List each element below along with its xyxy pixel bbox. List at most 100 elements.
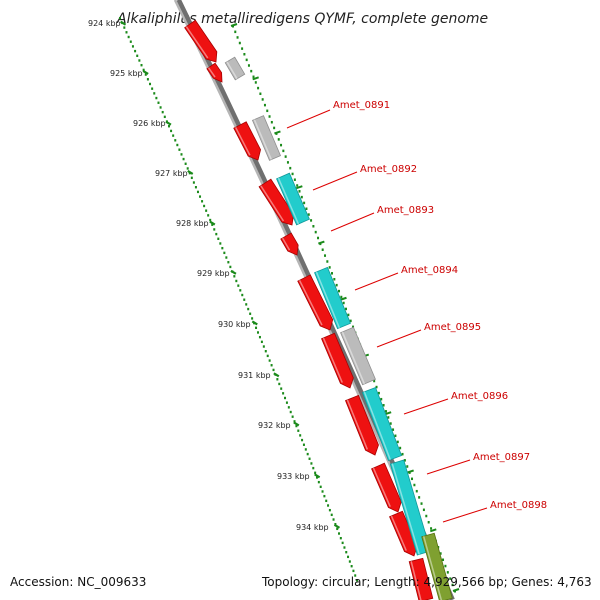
outer-tick-dot bbox=[261, 98, 264, 101]
gene-label: Amet_0891 bbox=[333, 100, 390, 111]
ruler-dot bbox=[321, 490, 324, 493]
unknown-feature-shine bbox=[341, 331, 366, 385]
outer-tick-dot bbox=[394, 434, 397, 438]
rna-feature bbox=[421, 532, 453, 600]
ruler-dot bbox=[255, 326, 258, 329]
ruler-major-tick bbox=[187, 170, 194, 175]
outer-major-tick bbox=[384, 411, 392, 416]
outer-tick-dot bbox=[282, 149, 285, 153]
outer-tick-dot bbox=[384, 410, 387, 413]
unknown-feature bbox=[251, 115, 282, 161]
ruler-tick-label: 924 kbp bbox=[88, 19, 121, 28]
gene-feature-shine bbox=[277, 177, 300, 225]
cds-feature-shine bbox=[390, 515, 407, 551]
ruler-dot bbox=[221, 246, 224, 250]
ruler-dot bbox=[149, 82, 152, 86]
outer-tick-dot bbox=[373, 379, 376, 383]
outer-tick-dot bbox=[310, 219, 313, 222]
ruler-dot bbox=[272, 368, 275, 372]
outer-tick-dot bbox=[413, 483, 416, 487]
outer-tick-dot bbox=[439, 552, 442, 555]
ruler-dot bbox=[223, 251, 226, 255]
ruler-dot bbox=[249, 312, 252, 315]
ruler-major-tick bbox=[273, 372, 280, 378]
outer-major-tick bbox=[340, 296, 347, 301]
ruler-dot bbox=[306, 452, 309, 456]
cds-feature-shine bbox=[346, 399, 369, 450]
outer-tick-dot bbox=[277, 138, 280, 141]
outer-tick-dot bbox=[399, 446, 402, 450]
outer-tick-dot bbox=[303, 201, 306, 205]
gene-callouts: Amet_0891 Amet_0892 Amet_0893 Amet_0894 Amet… bbox=[286, 100, 547, 523]
outer-tick-dot bbox=[420, 502, 423, 505]
cds-feature-shine bbox=[410, 561, 422, 600]
unknown-feature-shine bbox=[226, 61, 238, 80]
outer-tick-dot bbox=[375, 385, 378, 389]
ruler-dot bbox=[312, 466, 315, 470]
ruler-tick-label: 933 kbp bbox=[277, 472, 310, 481]
ruler-dot bbox=[299, 434, 302, 437]
outer-tick-dot bbox=[401, 452, 404, 456]
outer-tick-dot bbox=[352, 325, 355, 329]
gene-label: Amet_0895 bbox=[424, 322, 481, 333]
leader-line bbox=[330, 212, 375, 232]
ruler-dot bbox=[258, 335, 261, 339]
ruler-dot bbox=[190, 176, 193, 180]
cds-feature-shine bbox=[234, 126, 251, 156]
ruler-dot bbox=[235, 279, 238, 283]
ruler-dot bbox=[142, 68, 145, 72]
ruler-dot bbox=[209, 218, 212, 222]
outer-tick-dot bbox=[425, 514, 428, 518]
outer-tick-dot bbox=[430, 527, 433, 530]
ruler-dot bbox=[356, 579, 358, 582]
outer-tick-dot bbox=[307, 213, 310, 216]
outer-tick-dot bbox=[293, 178, 296, 181]
ruler-dot bbox=[229, 265, 232, 269]
outer-tick-dot bbox=[270, 120, 273, 124]
outer-tick-dot bbox=[427, 520, 430, 524]
outer-tick-dot bbox=[411, 477, 414, 481]
ruler-dot bbox=[180, 153, 183, 156]
outer-major-tick bbox=[230, 23, 238, 27]
ruler-dot bbox=[138, 59, 141, 62]
cds-feature bbox=[371, 462, 402, 513]
cds-feature bbox=[389, 510, 418, 557]
ruler-dot bbox=[239, 289, 242, 292]
outer-major-tick bbox=[296, 185, 303, 190]
gene-feature bbox=[361, 386, 403, 462]
ruler-dot bbox=[304, 448, 307, 451]
outer-tick-dot bbox=[389, 422, 392, 425]
outer-tick-dot bbox=[247, 64, 250, 67]
ruler-dot bbox=[196, 190, 199, 194]
ruler-dot bbox=[153, 92, 156, 95]
ruler-dot bbox=[256, 331, 259, 334]
ruler-dot bbox=[289, 410, 292, 414]
outer-tick-dot bbox=[324, 254, 327, 257]
outer-tick-dot bbox=[234, 30, 237, 34]
ruler-dot bbox=[157, 101, 160, 104]
ruler-dot bbox=[127, 35, 130, 39]
unknown-feature bbox=[340, 326, 376, 386]
outer-tick-dot bbox=[333, 277, 336, 281]
ruler-dot bbox=[144, 73, 147, 76]
ruler-dot bbox=[203, 204, 206, 208]
ruler-tick-label: 934 kbp bbox=[296, 523, 329, 532]
ruler-dot bbox=[332, 518, 335, 521]
ruler-dot bbox=[282, 392, 285, 395]
outer-tick-dot bbox=[442, 558, 445, 562]
ruler-dot bbox=[163, 115, 166, 119]
ruler-dot bbox=[247, 307, 250, 311]
ruler-dot bbox=[352, 569, 355, 573]
gene-feature bbox=[314, 266, 351, 330]
ruler-dot bbox=[159, 106, 162, 109]
outer-tick-dot bbox=[243, 52, 246, 56]
ruler-dot bbox=[266, 354, 269, 358]
outer-tick-dot bbox=[289, 166, 292, 170]
ruler-dot bbox=[284, 396, 287, 400]
ruler-major-tick bbox=[230, 269, 237, 275]
cds-feature bbox=[321, 332, 354, 389]
outer-tick-dot bbox=[342, 301, 345, 305]
ruler-dot bbox=[315, 476, 318, 479]
outer-tick-dot bbox=[415, 489, 418, 493]
